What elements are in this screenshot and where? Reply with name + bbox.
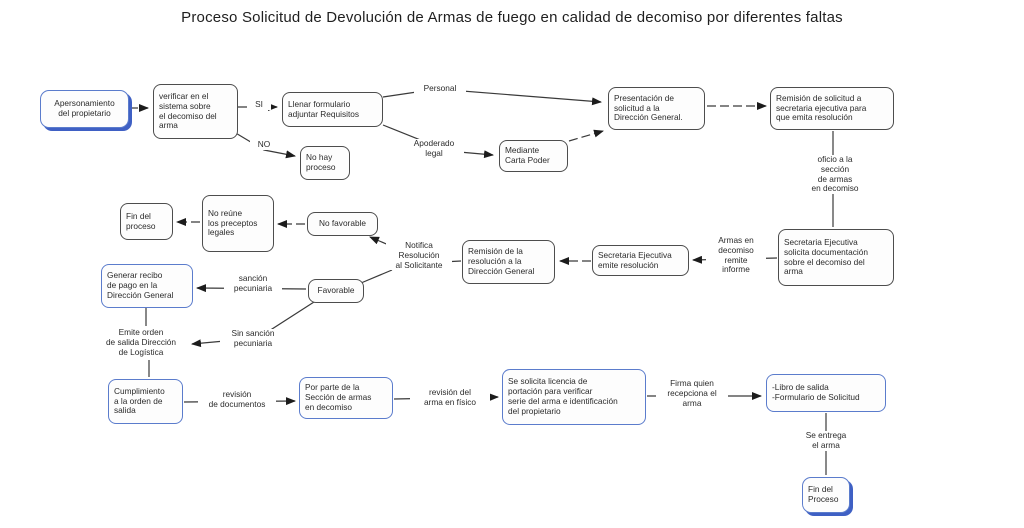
diagram-title: Proceso Solicitud de Devolución de Armas… (181, 9, 843, 26)
edge-label-notifica-resolucion: Notifica Resolución al Solicitante (386, 240, 452, 271)
edge-label-apoderado-legal: Apoderado legal (404, 138, 464, 159)
node-se-solicita-licencia: Se solicita licencia de portación para v… (502, 369, 646, 425)
node-cumplimiento-orden: Cumplimiento a la orden de salida (108, 379, 183, 424)
node-apersonamiento-start: Apersonamiento del propietario (40, 90, 129, 128)
edge-label-revision-arma: revisión del arma en físico (410, 387, 490, 408)
edge-label-si: SI (247, 99, 271, 110)
node-remision-solicitud: Remisión de solicitud a secretaria ejecu… (770, 87, 894, 130)
edge-label-oficio-seccion: oficio a la sección de armas en decomiso (804, 154, 866, 195)
node-secretaria-solicita-documentacion: Secretaria Ejecutiva solicita documentac… (778, 229, 894, 286)
edge-label-revision-documentos: revisión de documentos (198, 389, 276, 410)
node-remision-resolucion: Remisión de la resolución a la Dirección… (462, 240, 555, 284)
node-fin-proceso-end: Fin del Proceso (802, 477, 850, 513)
node-fin-proceso-1: Fin del proceso (120, 203, 173, 240)
node-mediante-carta-poder: Mediante Carta Poder (499, 140, 568, 172)
edge-label-sancion-pecuniaria: sanción pecuniaria (224, 273, 282, 294)
edge-label-se-entrega: Se entrega el arma (795, 430, 857, 451)
node-secretaria-emite-resolucion: Secretaria Ejecutiva emite resolución (592, 245, 689, 276)
node-generar-recibo: Generar recibo de pago en la Dirección G… (101, 264, 193, 308)
node-por-parte-seccion: Por parte de la Sección de armas en deco… (299, 377, 393, 419)
edge-label-personal: Personal (414, 83, 466, 94)
node-llenar-formulario: Llenar formulario adjuntar Requisitos (282, 92, 383, 127)
edge-label-firma-recepciona: Firma quien recepciona el arma (656, 378, 728, 409)
edge-label-no: NO (250, 139, 278, 150)
edge-notifica-to-favorable (360, 269, 393, 284)
node-no-reune-preceptos: No reúne los preceptos legales (202, 195, 274, 252)
node-verificar-sistema: verificar en el sistema sobre el decomis… (153, 84, 238, 139)
edge-label-emite-orden: Emite orden de salida Dirección de Logís… (92, 327, 190, 358)
edge-label-sin-sancion: Sin sanción pecuniaria (220, 328, 286, 349)
edge-verificar-no-nohayproceso (233, 131, 296, 159)
node-presentacion-solicitud: Presentación de solicitud a la Dirección… (608, 87, 705, 130)
node-no-hay-proceso: No hay proceso (300, 146, 350, 180)
edge-label-armas-decomiso: Armas en decomiso remite informe (706, 235, 766, 276)
node-favorable: Favorable (308, 279, 364, 303)
node-libro-salida: -Libro de salida -Formulario de Solicitu… (766, 374, 886, 412)
node-no-favorable: No favorable (307, 212, 378, 236)
edge-mediante-to-presentacion (568, 129, 604, 142)
